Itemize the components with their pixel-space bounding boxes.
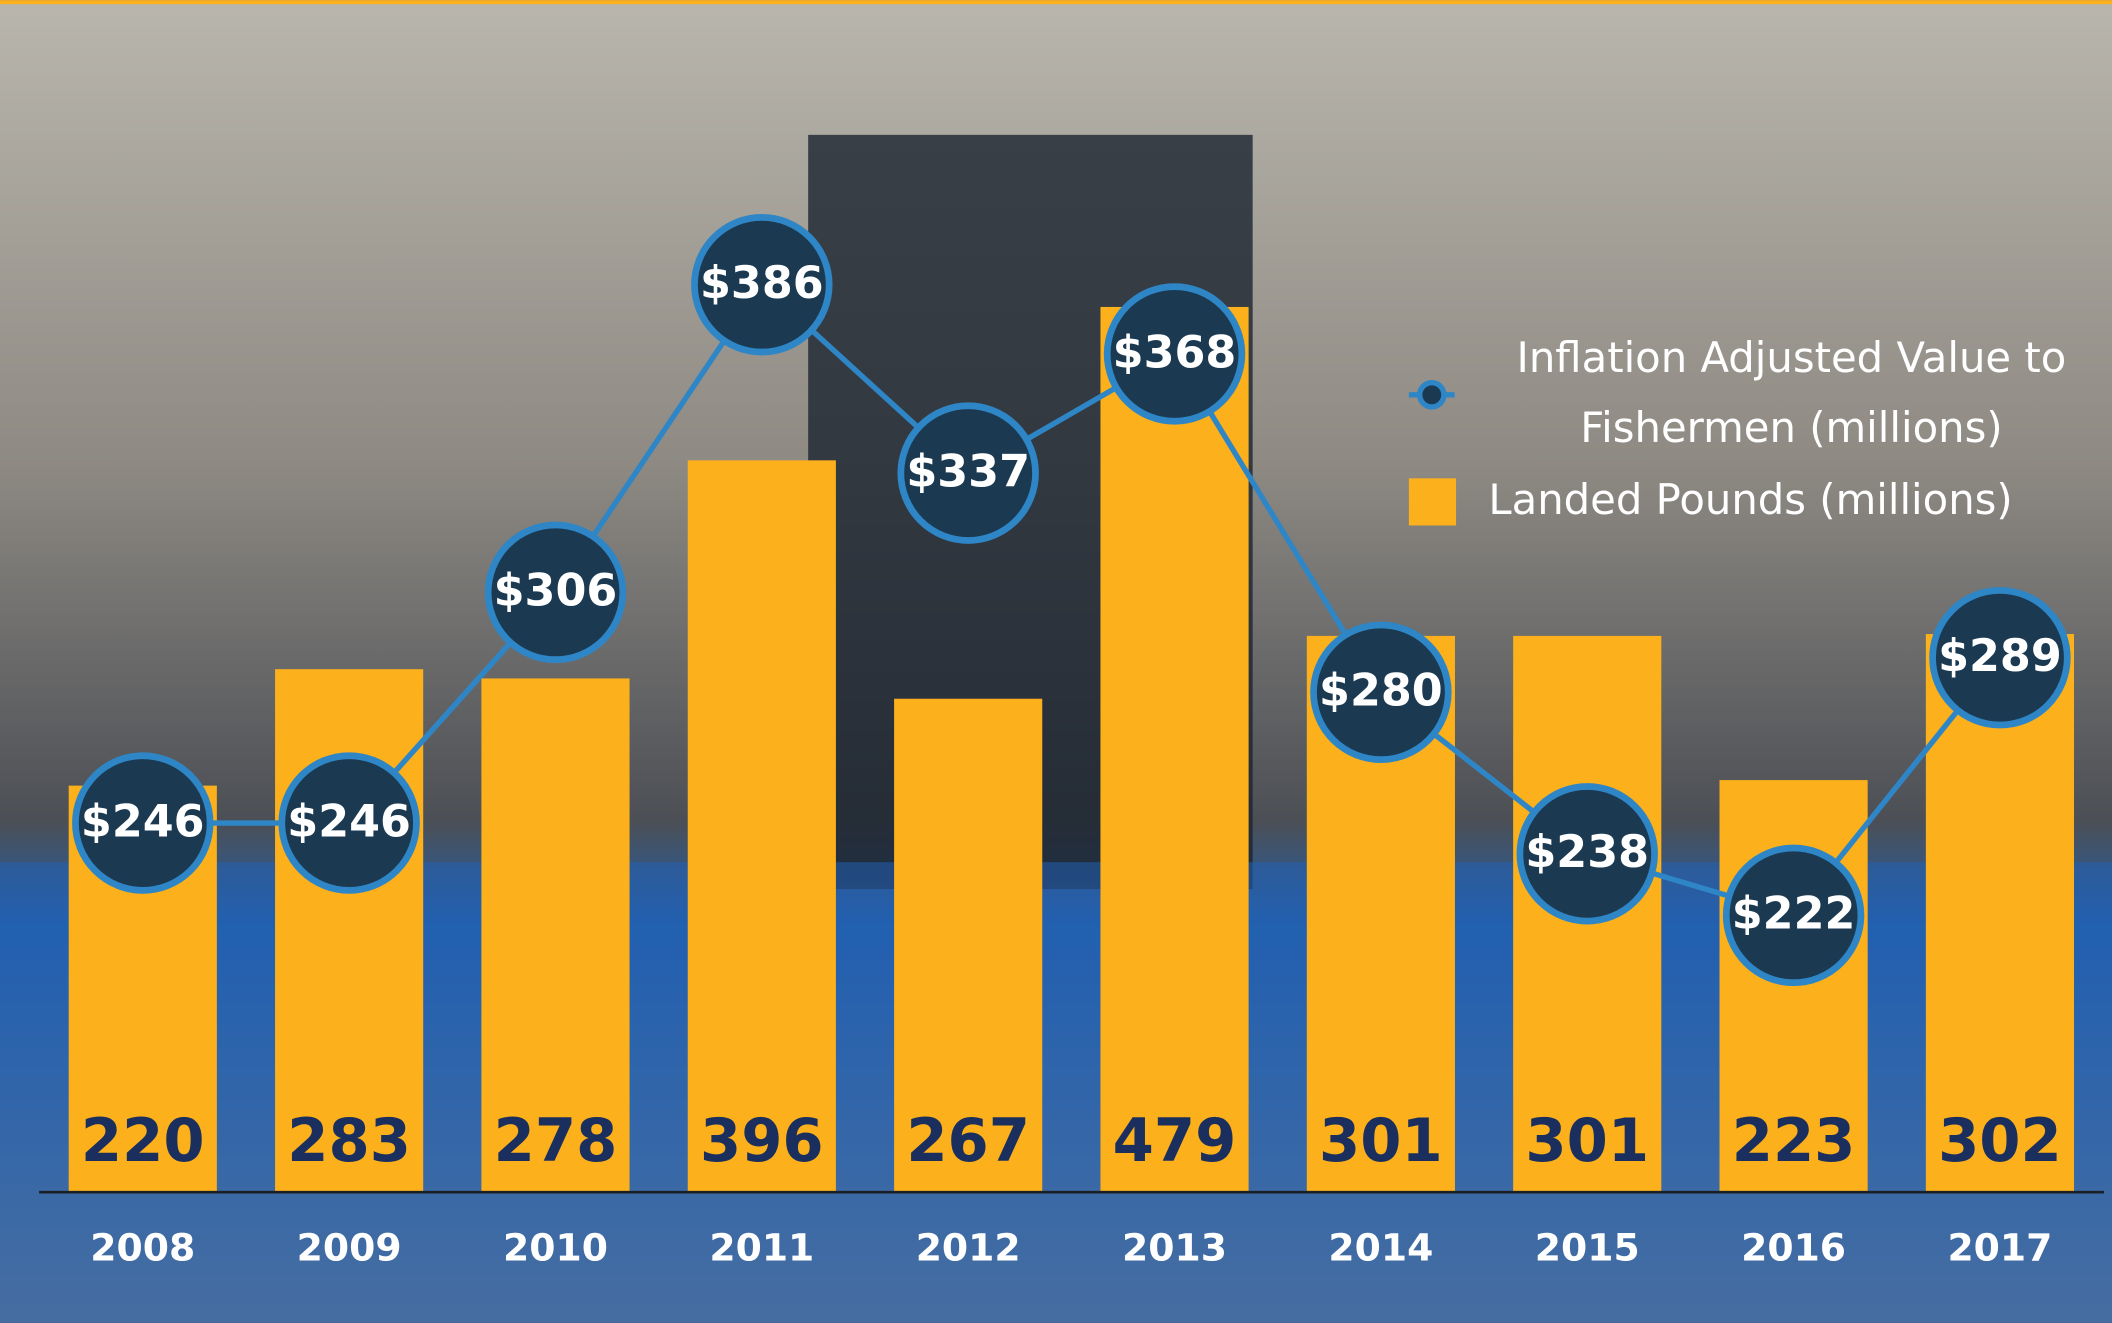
bar-value-label: 283 xyxy=(287,1106,411,1175)
value-marker-label: $238 xyxy=(1525,827,1649,878)
bar-value-label: 396 xyxy=(700,1106,824,1175)
value-marker-label: $222 xyxy=(1732,889,1856,940)
value-marker-label: $289 xyxy=(1938,631,2062,682)
x-tick-label: 2011 xyxy=(709,1226,814,1270)
legend-line-marker-dot xyxy=(1420,383,1444,407)
bar-value-label: 302 xyxy=(1938,1106,2062,1175)
bar-value-label: 479 xyxy=(1113,1106,1237,1175)
x-tick-label: 2008 xyxy=(90,1226,195,1270)
bar-value-label: 223 xyxy=(1732,1106,1856,1175)
x-tick-label: 2010 xyxy=(503,1226,608,1270)
page: 220 283 278 396 267 479 301 301 223 302 2008 2009 20… xyxy=(0,0,2112,1323)
x-tick-label: 2012 xyxy=(916,1226,1021,1270)
legend-label: Landed Pounds (millions) xyxy=(1488,475,2012,524)
legend-label: Inflation Adjusted Value to Fishermen (m… xyxy=(1475,323,2108,463)
value-marker-label: $368 xyxy=(1113,327,1237,378)
bar-value-label: 278 xyxy=(494,1106,618,1175)
bar-value-label: 267 xyxy=(906,1106,1030,1175)
bar xyxy=(688,460,836,1192)
bar-value-label: 301 xyxy=(1319,1106,1443,1175)
value-marker-label: $386 xyxy=(700,258,824,309)
chart: 220 283 278 396 267 479 301 301 223 302 2008 2009 20… xyxy=(0,0,2112,1323)
x-tick-label: 2016 xyxy=(1741,1226,1846,1270)
value-marker-label: $246 xyxy=(81,796,205,847)
x-tick-label: 2015 xyxy=(1535,1226,1640,1270)
x-tick-label: 2014 xyxy=(1328,1226,1433,1270)
x-tick-label: 2017 xyxy=(1947,1226,2052,1270)
x-tick-label: 2009 xyxy=(297,1226,402,1270)
value-marker-label: $306 xyxy=(494,566,618,617)
x-tick-label: 2013 xyxy=(1122,1226,1227,1270)
top-rule xyxy=(0,0,2112,4)
value-marker-label: $246 xyxy=(287,796,411,847)
bar-value-label: 220 xyxy=(81,1106,205,1175)
bar-value-label: 301 xyxy=(1525,1106,1649,1175)
legend-line-entry: Inflation Adjusted Value to Fishermen (m… xyxy=(1475,323,2108,471)
value-marker-label: $280 xyxy=(1319,666,1443,717)
value-marker-label: $337 xyxy=(906,446,1030,497)
legend-bar-swatch xyxy=(1409,478,1456,525)
